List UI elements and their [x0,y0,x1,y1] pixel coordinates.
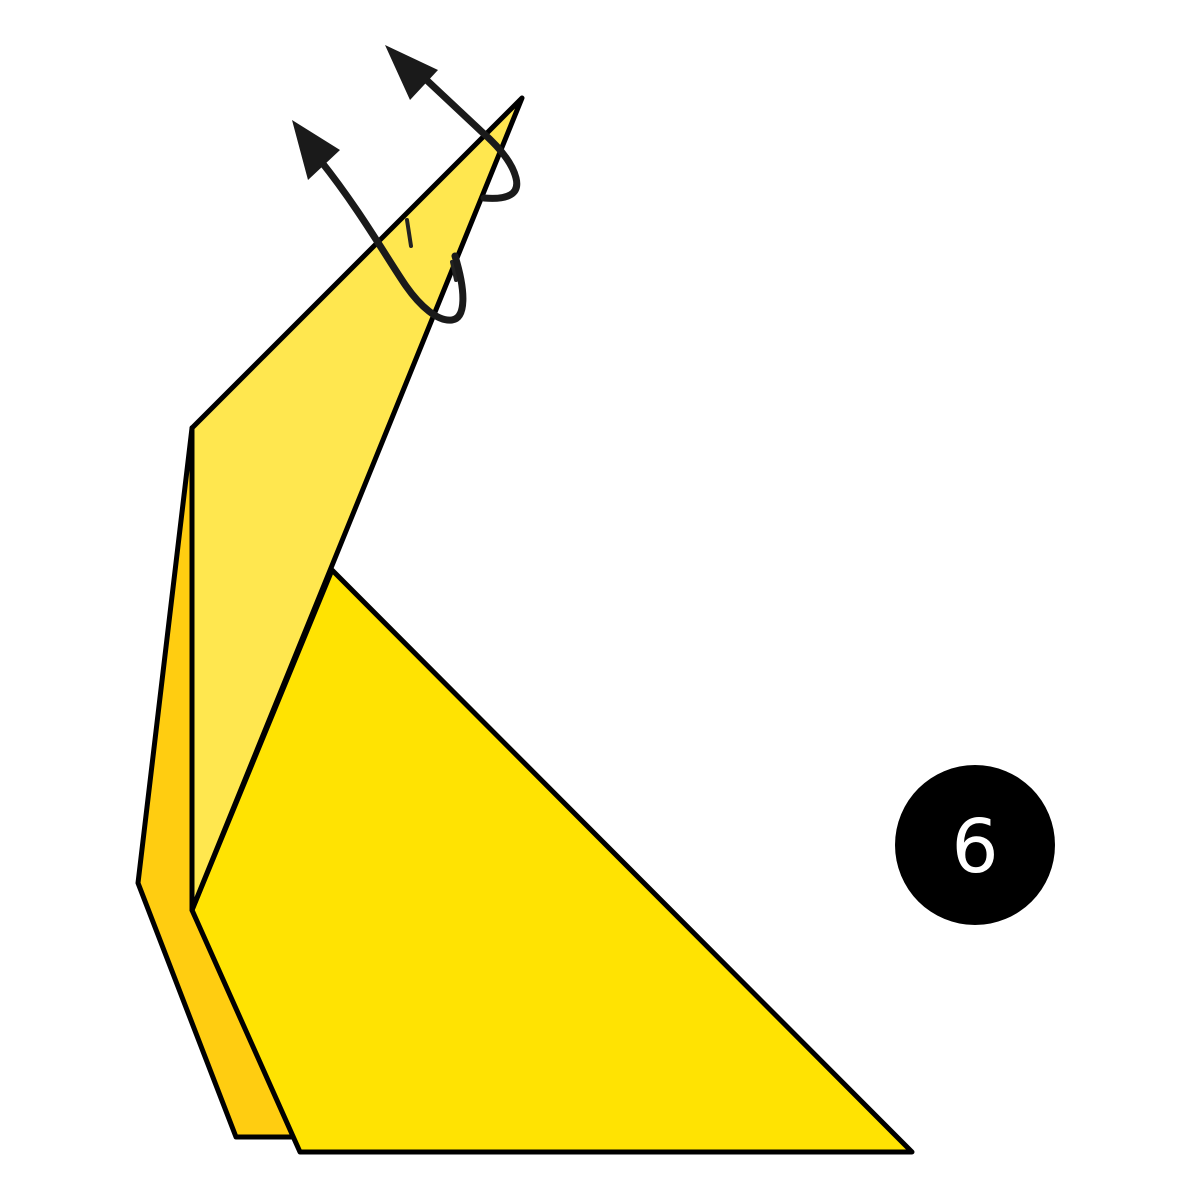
fold-tick-mark [450,260,458,282]
arrowhead-icon [385,45,438,100]
step-number-badge: 6 [895,765,1055,925]
body-paper-layer [189,567,915,1155]
step-number: 6 [951,804,999,890]
fold-arrow-lower [292,120,467,324]
fold-tick-mark [405,218,413,248]
arrowhead-icon [292,120,340,180]
fold-arrow-upper [385,45,521,202]
neck-paper-flap [189,95,525,913]
